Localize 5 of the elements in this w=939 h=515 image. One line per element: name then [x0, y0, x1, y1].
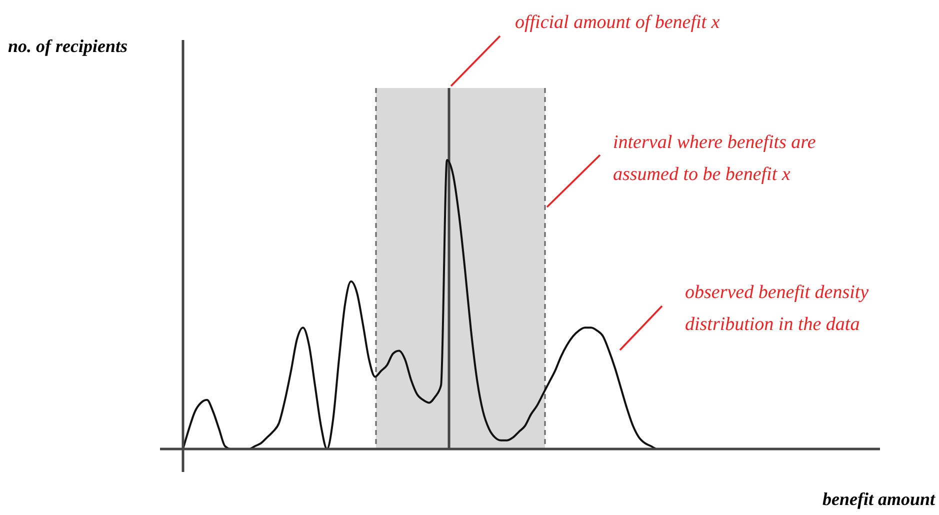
text: no. of recipients — [8, 36, 128, 56]
text: official amount of benefit x — [515, 12, 720, 33]
text: observed benefit density distribution in the data — [685, 282, 870, 335]
annotation: interval where benefits are assumed to be benefit x — [613, 132, 816, 185]
text: benefit amount — [822, 489, 936, 509]
